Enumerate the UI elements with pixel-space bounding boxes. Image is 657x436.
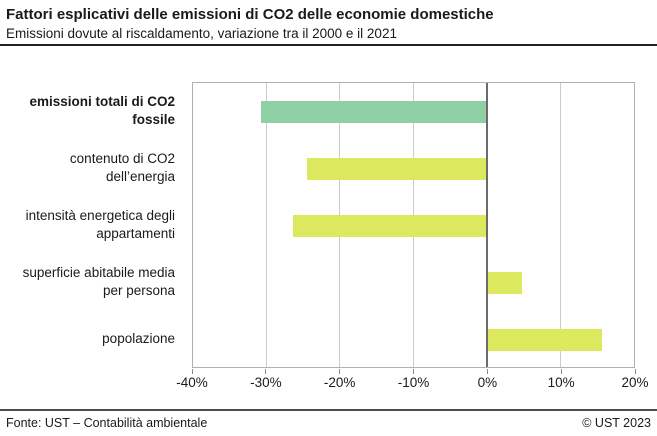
x-tick-label: -30% xyxy=(250,375,282,390)
category-label-1: contenuto di CO2 dell’energia xyxy=(69,150,175,184)
x-tick-mark xyxy=(413,369,414,374)
bar-4 xyxy=(486,329,602,352)
chart-header: Fattori esplicativi delle emissioni di C… xyxy=(0,0,657,46)
x-tick-mark xyxy=(339,369,341,374)
x-axis: -40% -30% -20% -10% 0% 10% 20% xyxy=(176,369,649,395)
x-tick-label: 0% xyxy=(477,375,498,390)
category-label-3: superficie abitabile media per persona xyxy=(22,265,175,299)
source-note: Fonte: UST – Contabilità ambientale xyxy=(6,416,208,430)
bar-1 xyxy=(306,157,487,180)
zero-line xyxy=(485,83,488,367)
x-tick-label: 10% xyxy=(547,375,575,390)
category-label-4: popolazione xyxy=(102,331,175,347)
x-tick-label: -40% xyxy=(176,375,208,390)
copyright-note: © UST 2023 xyxy=(582,416,651,430)
x-tick-label: -20% xyxy=(323,375,356,390)
plot-area xyxy=(192,82,635,368)
x-tick-mark xyxy=(486,369,488,374)
bar-3 xyxy=(486,272,523,295)
bar-2 xyxy=(292,215,487,237)
gridline xyxy=(560,83,561,367)
footer: Fonte: UST – Contabilità ambientale © US… xyxy=(0,413,657,433)
x-tick-label: 20% xyxy=(621,375,649,390)
x-tick-mark xyxy=(634,369,636,374)
category-labels: emissioni totali di CO2 fossile contenuto… xyxy=(0,82,184,368)
chart-title: Fattori esplicativi delle emissioni di C… xyxy=(6,6,494,23)
x-tick-mark xyxy=(191,369,193,374)
category-label-0: emissioni totali di CO2 fossile xyxy=(29,93,175,127)
footer-divider xyxy=(0,409,657,411)
x-tick-label: -10% xyxy=(397,375,430,390)
chart-subtitle: Emissioni dovute al riscaldamento, varia… xyxy=(6,26,397,41)
x-tick-mark xyxy=(560,369,562,374)
x-tick-mark xyxy=(265,369,267,374)
gridline xyxy=(265,83,267,367)
category-label-2: intensità energetica degli appartamenti xyxy=(25,207,175,241)
bar-0 xyxy=(260,100,487,123)
